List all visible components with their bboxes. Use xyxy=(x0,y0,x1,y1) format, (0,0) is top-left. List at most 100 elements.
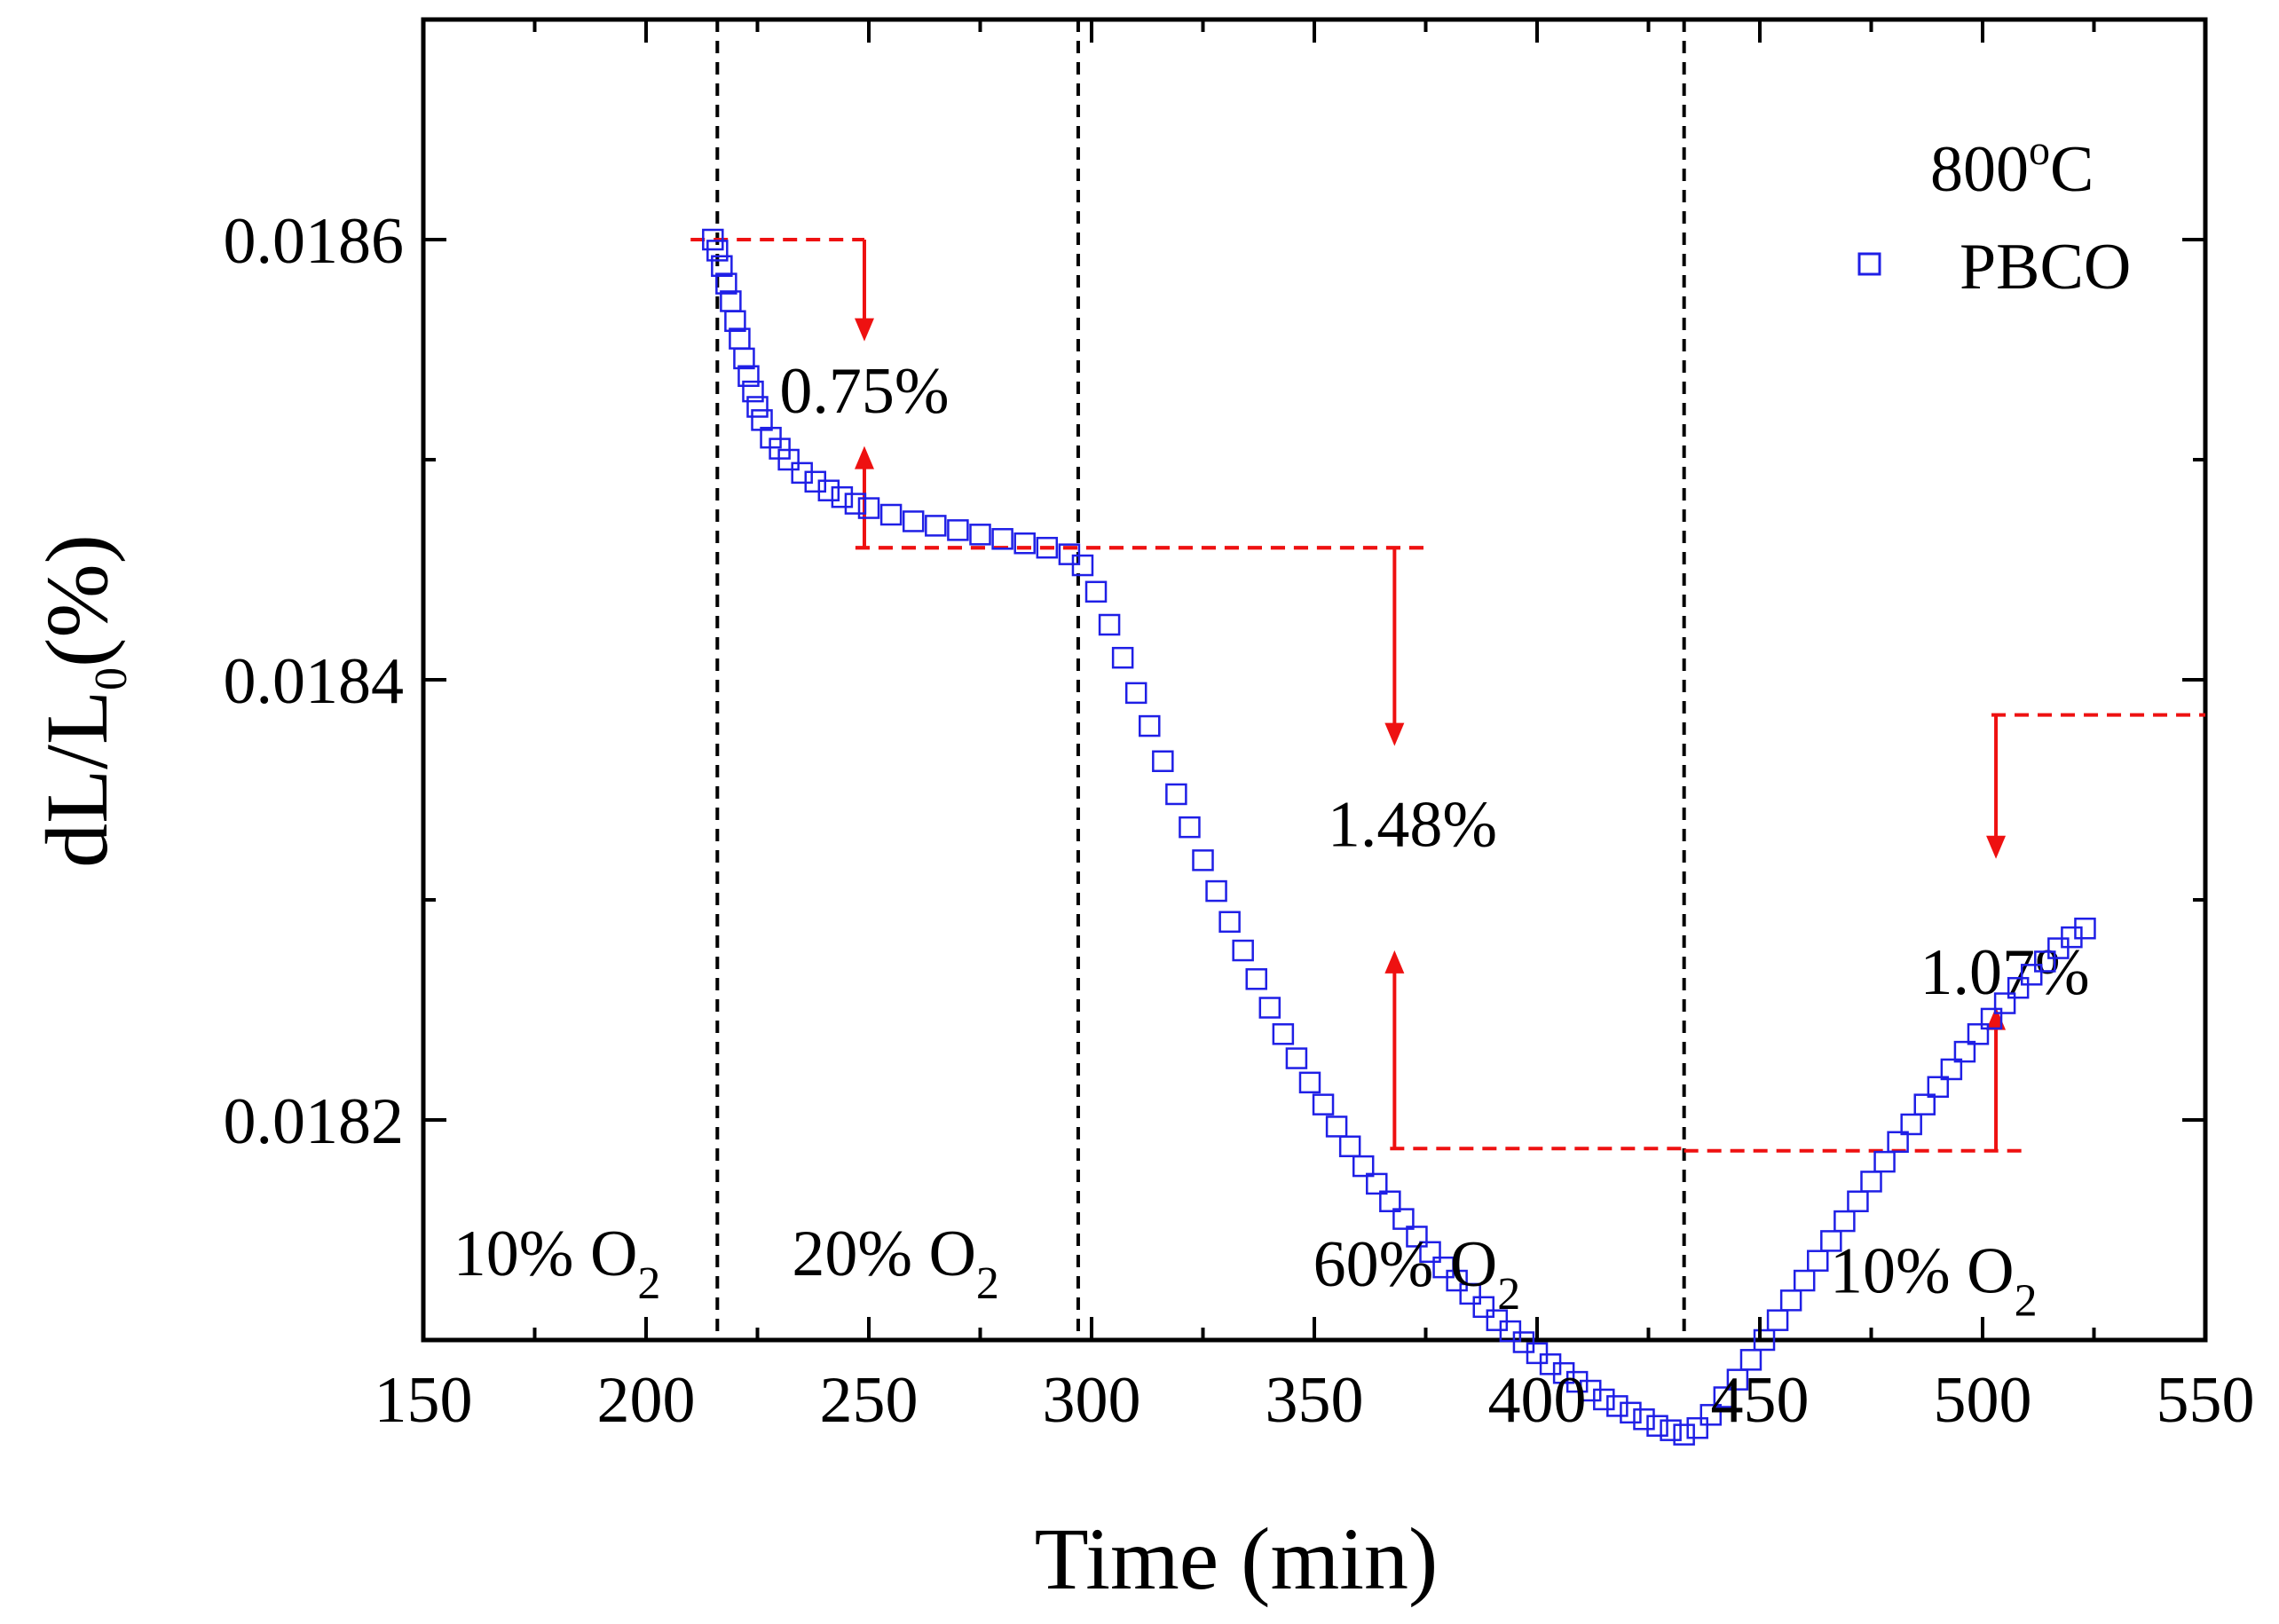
data-point xyxy=(1953,1040,1976,1063)
data-point xyxy=(1338,1135,1361,1158)
x-tick-label: 350 xyxy=(1266,1364,1364,1437)
data-point xyxy=(879,503,903,526)
x-tick-label: 450 xyxy=(1711,1364,1810,1437)
data-point xyxy=(1967,1023,1990,1045)
data-point xyxy=(1766,1309,1789,1331)
data-point xyxy=(737,365,760,388)
data-point xyxy=(1298,1071,1321,1094)
data-point xyxy=(1887,1131,1909,1154)
data-point xyxy=(1192,849,1214,871)
data-point xyxy=(947,519,969,541)
step-label: 0.75% xyxy=(779,355,949,428)
y-tick-label: 0.0186 xyxy=(224,205,405,278)
data-point xyxy=(742,380,764,403)
phase-dividers xyxy=(715,20,1686,1340)
data-point xyxy=(2020,964,2043,986)
data-point xyxy=(902,510,925,532)
data-point xyxy=(1873,1150,1896,1173)
data-point xyxy=(831,485,854,508)
data-point xyxy=(1098,613,1121,636)
data-point xyxy=(1913,1093,1936,1116)
data-point xyxy=(1419,1241,1441,1264)
data-point xyxy=(1526,1342,1549,1365)
data-point xyxy=(1739,1349,1762,1371)
data-point xyxy=(1179,816,1201,839)
data-point xyxy=(1036,536,1059,559)
data-point xyxy=(1392,1208,1415,1230)
data-point xyxy=(857,497,880,519)
data-point xyxy=(1432,1256,1455,1279)
data-point xyxy=(724,310,746,333)
data-point xyxy=(1013,532,1036,555)
data-point xyxy=(1379,1190,1401,1213)
data-point xyxy=(2074,917,2096,940)
legend-label: PBCO xyxy=(1960,231,2131,304)
data-point xyxy=(1124,682,1147,705)
step-arrowhead-up xyxy=(1384,950,1405,974)
step-arrowhead-down xyxy=(854,318,874,342)
step-label: 1.48% xyxy=(1328,789,1497,862)
data-point xyxy=(1245,968,1267,990)
data-point xyxy=(1325,1116,1348,1138)
plot-area xyxy=(421,17,2208,1343)
data-point xyxy=(1820,1230,1842,1252)
data-point xyxy=(1993,992,2016,1014)
y-axis-title: dL/L0(%) xyxy=(28,534,137,868)
data-point xyxy=(817,479,840,501)
data-point xyxy=(1847,1190,1869,1213)
data-point xyxy=(1753,1328,1776,1352)
data-point xyxy=(1446,1269,1468,1292)
data-point xyxy=(746,396,769,418)
region-label: 20% O2 xyxy=(792,1218,999,1309)
data-series-pbco xyxy=(702,228,2096,1446)
data-point xyxy=(1218,911,1241,934)
step-annotations: 0.75% 1.48% 1.07% xyxy=(690,238,2205,1153)
region-label: 10% O2 xyxy=(1830,1235,2038,1327)
data-point xyxy=(1673,1423,1695,1446)
data-point xyxy=(1512,1331,1535,1353)
data-point xyxy=(2007,976,2030,999)
step-arrowhead-down xyxy=(1986,835,2007,859)
data-point xyxy=(715,272,737,295)
data-point xyxy=(1699,1404,1723,1426)
data-point xyxy=(1205,879,1227,903)
data-point xyxy=(1111,646,1134,669)
data-point xyxy=(1352,1155,1375,1178)
data-point xyxy=(1593,1388,1615,1411)
data-point xyxy=(1071,554,1094,577)
x-tick-label: 500 xyxy=(1934,1364,2032,1437)
legend: 800oC PBCO xyxy=(1857,127,2131,304)
x-axis-title: Time (min) xyxy=(1035,1510,1439,1608)
data-point xyxy=(1980,1007,2003,1030)
legend-marker xyxy=(1857,252,1881,276)
x-tick-label: 550 xyxy=(2157,1364,2255,1437)
data-point xyxy=(1900,1113,1922,1136)
data-point xyxy=(1139,714,1161,737)
legend-temperature: 800oC xyxy=(1930,127,2094,206)
data-point xyxy=(2034,950,2056,973)
data-point xyxy=(969,524,991,546)
data-point xyxy=(1726,1368,1749,1391)
step-label: 1.07% xyxy=(1920,936,2090,1009)
data-point xyxy=(1499,1320,1522,1343)
x-tick-label: 400 xyxy=(1488,1364,1587,1437)
y-tick-label: 0.0182 xyxy=(224,1085,405,1158)
x-tick-label: 150 xyxy=(375,1364,473,1437)
chart-labels: 10% O2 20% O2 60% O2 10% O2 xyxy=(453,1218,2038,1327)
data-point xyxy=(1459,1282,1481,1305)
data-point xyxy=(1940,1058,1963,1081)
data-point xyxy=(706,240,729,262)
data-point xyxy=(925,515,947,537)
data-point xyxy=(1807,1250,1829,1272)
plot-frame xyxy=(421,17,2208,1343)
data-point xyxy=(1686,1416,1708,1439)
data-point xyxy=(1406,1226,1428,1248)
data-point xyxy=(1646,1415,1668,1437)
data-point xyxy=(1606,1395,1628,1417)
data-point xyxy=(1779,1289,1802,1312)
y-tick-label: 0.0184 xyxy=(224,645,405,718)
data-point xyxy=(1165,783,1187,806)
data-point xyxy=(1058,543,1081,565)
data-point xyxy=(1366,1172,1388,1195)
